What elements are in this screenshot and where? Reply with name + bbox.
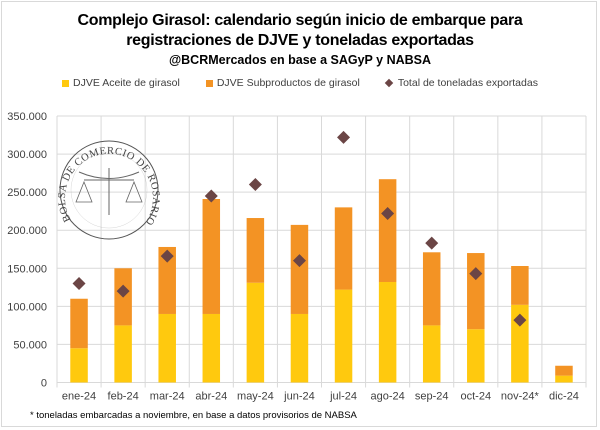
bar-aceite [114, 325, 132, 383]
legend: DJVE Aceite de girasol DJVE Subproductos… [0, 77, 600, 89]
x-tick-label: sep-24 [415, 391, 449, 403]
marker-total [513, 313, 527, 327]
x-tick-label: oct-24 [461, 391, 492, 403]
x-tick-label: nov-24* [501, 391, 540, 403]
marker-total [425, 236, 439, 250]
legend-item-aceite: DJVE Aceite de girasol [62, 77, 180, 89]
y-tick-label: 150.000 [7, 263, 47, 275]
chart-source: @BCRMercados en base a SAGyP y NABSA [168, 53, 432, 67]
bar-aceite [202, 313, 221, 383]
x-tick-label: ago-24 [370, 391, 404, 403]
marker-total [248, 178, 262, 192]
watermark-logo-outer [59, 140, 159, 240]
bar-subproductos [511, 266, 529, 305]
legend-label: DJVE Subproductos de girasol [216, 77, 360, 89]
legend-swatch-subproductos [205, 79, 213, 87]
bar-aceite [378, 281, 397, 383]
x-tick-label: may-24 [237, 391, 274, 403]
x-tick-label: jun-24 [283, 391, 315, 403]
bar-subproductos [70, 298, 88, 349]
bar-subproductos [246, 218, 265, 283]
y-tick-label: 0 [41, 378, 47, 390]
bar-subproductos [334, 207, 353, 290]
marker-total [116, 284, 130, 298]
marker-total [72, 277, 86, 291]
bar-aceite [555, 375, 573, 383]
x-tick-label: ene-24 [62, 391, 96, 403]
watermark-caduceus-icon [78, 168, 140, 215]
bar-aceite [290, 313, 309, 383]
y-tick-label: 250.000 [7, 187, 47, 199]
legend-swatch-aceite [62, 79, 70, 87]
bar-subproductos [290, 224, 309, 314]
y-tick-label: 300.000 [7, 149, 47, 161]
bar-aceite [422, 325, 441, 383]
watermark-logo-inner [70, 151, 148, 229]
bar-subproductos [202, 198, 221, 314]
bar-subproductos [422, 252, 441, 326]
marker-total [381, 206, 395, 220]
marker-total [469, 267, 483, 281]
bar-aceite [467, 329, 485, 383]
bar-aceite [158, 313, 176, 383]
bar-aceite [246, 282, 265, 383]
legend-item-total: Total de toneladas exportadas [384, 77, 538, 89]
bar-subproductos [378, 179, 397, 282]
chart-title-line1: Complejo Girasol: calendario según inici… [77, 12, 523, 29]
marker-total [204, 189, 218, 203]
marker-total [337, 130, 351, 144]
x-tick-label: mar-24 [150, 391, 185, 403]
legend-item-subproductos: DJVE Subproductos de girasol [205, 77, 360, 89]
legend-label: DJVE Aceite de girasol [73, 77, 180, 89]
watermark-scales-icon [75, 180, 143, 203]
x-tick-label: feb-24 [108, 391, 139, 403]
y-tick-label: 100.000 [7, 301, 47, 313]
footnote: * toneladas embarcadas a noviembre, en b… [30, 410, 357, 421]
x-tick-label: dic-24 [549, 391, 579, 403]
marker-total [160, 249, 174, 263]
bar-subproductos [158, 246, 176, 314]
x-tick-label: abr-24 [195, 391, 227, 403]
bar-aceite [70, 348, 88, 383]
y-tick-label: 200.000 [7, 225, 47, 237]
bar-subproductos [467, 253, 485, 330]
y-tick-label: 50.000 [13, 339, 47, 351]
x-tick-label: jul-24 [329, 391, 357, 403]
y-tick-label: 350.000 [7, 111, 47, 123]
marker-total [292, 254, 306, 268]
bar-aceite [334, 289, 353, 383]
bar-aceite [511, 304, 529, 383]
chart-title-line2: registraciones de DJVE y toneladas expor… [126, 32, 474, 49]
legend-label: Total de toneladas exportadas [397, 77, 538, 89]
bar-subproductos [555, 365, 573, 376]
